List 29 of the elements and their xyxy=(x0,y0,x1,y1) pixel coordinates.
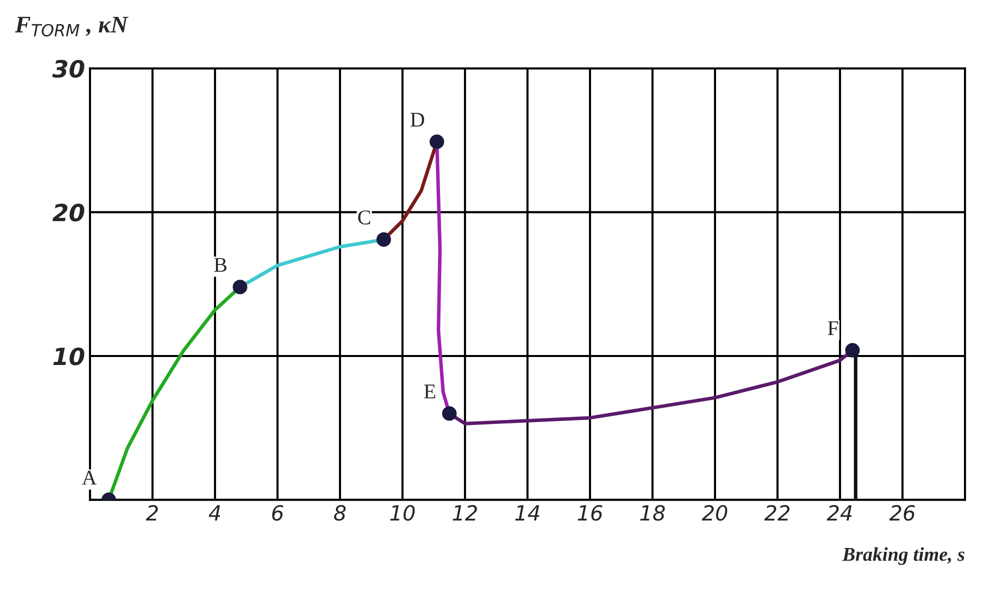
x-tick-label: 24 xyxy=(826,505,852,520)
x-tick-label: 26 xyxy=(889,505,915,521)
x-axis-title: Braking time, s xyxy=(842,547,964,565)
x-tick-label: 6 xyxy=(272,505,284,521)
point xyxy=(430,134,444,150)
x-tick-label: 8 xyxy=(334,505,346,521)
x-tick-label: 20 xyxy=(702,505,728,521)
annotation: C xyxy=(358,210,370,224)
y-tick-label: 20 xyxy=(52,204,84,222)
y-tick-label: 10 xyxy=(53,347,84,366)
x-tick-label: 4 xyxy=(208,505,220,520)
x-tick-label: 16 xyxy=(578,505,602,521)
point xyxy=(376,232,392,247)
annotation: A xyxy=(82,470,97,485)
y-axis-title: F$_{TORM}$ , κN xyxy=(14,16,128,36)
x-tick-label: 14 xyxy=(515,505,540,520)
point xyxy=(845,342,860,358)
annotation: F xyxy=(828,321,838,335)
x-tick-label: 18 xyxy=(640,505,665,521)
x-tick-label: 10 xyxy=(390,505,415,521)
annotation: E xyxy=(424,384,436,398)
annotation: B xyxy=(214,258,226,272)
y-tick-label: 30 xyxy=(52,60,84,78)
x-tick-label: 2 xyxy=(146,505,158,520)
annotation: D xyxy=(410,112,424,127)
x-tick-label: 22 xyxy=(764,505,790,520)
point xyxy=(232,280,248,294)
x-tick-label: 12 xyxy=(452,505,477,520)
point xyxy=(442,406,457,421)
